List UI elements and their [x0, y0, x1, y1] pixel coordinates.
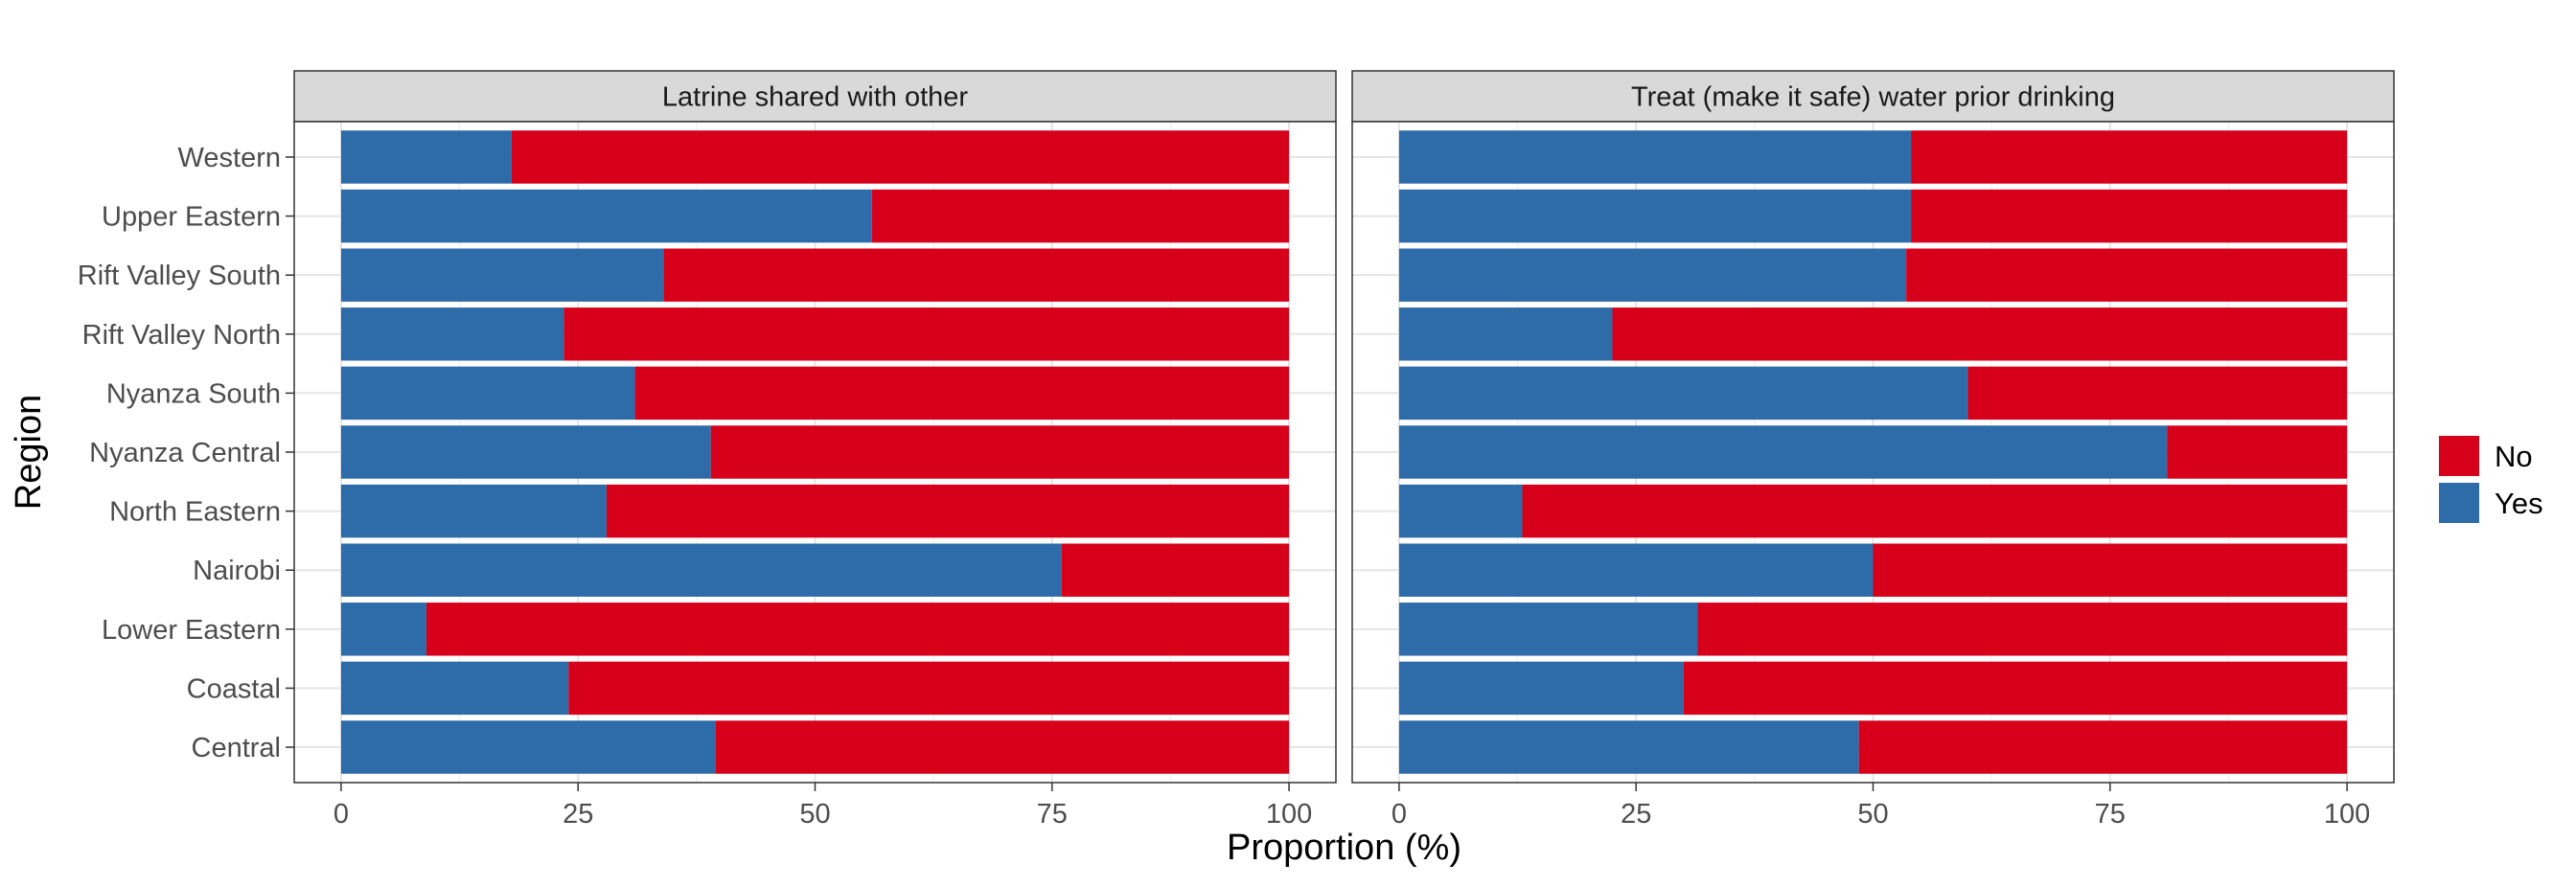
- bar-yes-rift-valley-north: [340, 307, 564, 361]
- bar-yes-lower-eastern: [340, 603, 426, 656]
- x-axis-title: Proportion (%): [1227, 828, 1461, 868]
- x-tick-label: 25: [1621, 799, 1651, 830]
- bar-no-north-eastern: [1522, 484, 2348, 538]
- bar-no-upper-eastern: [871, 189, 1290, 243]
- x-tick-label: 100: [1266, 799, 1312, 830]
- bar-no-nyanza-south: [634, 366, 1290, 421]
- bar-yes-central: [340, 720, 716, 774]
- y-tick-label: Nyanza Central: [89, 438, 281, 468]
- y-tick-label: North Eastern: [109, 497, 281, 528]
- legend-key-no: [2439, 436, 2479, 476]
- y-tick-label: Upper Eastern: [102, 202, 281, 233]
- bar-no-nyanza-central: [710, 425, 1290, 479]
- bar-no-coastal: [1683, 661, 2348, 716]
- bar-yes-nyanza-central: [1398, 425, 2168, 479]
- bar-yes-nyanza-central: [340, 425, 711, 479]
- x-tick-label: 0: [334, 799, 349, 830]
- bar-yes-coastal: [340, 661, 569, 716]
- x-tick-label: 50: [1857, 799, 1888, 830]
- bar-no-western: [1911, 130, 2348, 184]
- y-axis-title: Region: [9, 395, 49, 510]
- bar-no-central: [1858, 720, 2348, 774]
- bar-no-nairobi: [1873, 543, 2348, 597]
- bar-yes-western: [1398, 130, 1912, 184]
- y-tick-label: Rift Valley North: [82, 320, 281, 351]
- bar-no-lower-eastern: [1697, 603, 2348, 656]
- y-tick-label: Lower Eastern: [102, 615, 281, 646]
- bar-no-western: [511, 130, 1290, 184]
- bar-no-central: [715, 720, 1290, 774]
- x-tick-label: 25: [563, 799, 593, 830]
- bar-yes-nairobi: [1398, 543, 1874, 597]
- bar-no-rift-valley-north: [564, 307, 1290, 361]
- x-tick-label: 50: [799, 799, 830, 830]
- bar-no-coastal: [568, 661, 1290, 716]
- bar-yes-rift-valley-north: [1398, 307, 1613, 361]
- x-tick-label: 100: [2324, 799, 2370, 830]
- bar-no-rift-valley-north: [1612, 307, 2348, 361]
- bar-yes-upper-eastern: [340, 189, 872, 243]
- bar-no-nairobi: [1061, 543, 1290, 597]
- bar-yes-nyanza-south: [340, 366, 635, 421]
- bar-no-lower-eastern: [426, 603, 1290, 656]
- bar-yes-nyanza-south: [1398, 366, 1968, 421]
- bar-yes-north-eastern: [340, 484, 607, 538]
- bar-no-rift-valley-south: [663, 248, 1290, 302]
- facet-title-1: Latrine shared with other: [662, 82, 969, 113]
- legend-label-no: No: [2495, 440, 2533, 473]
- bar-no-nyanza-central: [2167, 425, 2348, 479]
- bar-no-north-eastern: [606, 484, 1290, 538]
- bar-no-nyanza-south: [1967, 366, 2348, 421]
- bar-yes-rift-valley-south: [1398, 248, 1907, 302]
- y-tick-label: Coastal: [187, 673, 281, 704]
- x-tick-label: 75: [2095, 799, 2126, 830]
- bar-yes-nairobi: [340, 543, 1062, 597]
- bar-yes-lower-eastern: [1398, 603, 1698, 656]
- y-tick-label: Nairobi: [193, 556, 281, 586]
- x-tick-label: 0: [1392, 799, 1407, 830]
- bar-yes-central: [1398, 720, 1859, 774]
- bar-yes-coastal: [1398, 661, 1684, 716]
- y-tick-label: Central: [192, 733, 282, 763]
- bar-no-upper-eastern: [1911, 189, 2348, 243]
- bar-yes-north-eastern: [1398, 484, 1523, 538]
- legend-label-yes: Yes: [2495, 487, 2543, 520]
- x-tick-label: 75: [1037, 799, 1068, 830]
- bar-yes-western: [340, 130, 512, 184]
- y-tick-label: Western: [178, 143, 281, 173]
- facet-title-2: Treat (make it safe) water prior drinkin…: [1631, 82, 2115, 113]
- legend-key-yes: [2439, 483, 2479, 523]
- bar-yes-upper-eastern: [1398, 189, 1912, 243]
- y-tick-label: Rift Valley South: [78, 261, 281, 291]
- bar-yes-rift-valley-south: [340, 248, 664, 302]
- bar-no-rift-valley-south: [1906, 248, 2348, 302]
- y-tick-label: Nyanza South: [106, 378, 281, 409]
- facet-strip-1: [293, 70, 1337, 123]
